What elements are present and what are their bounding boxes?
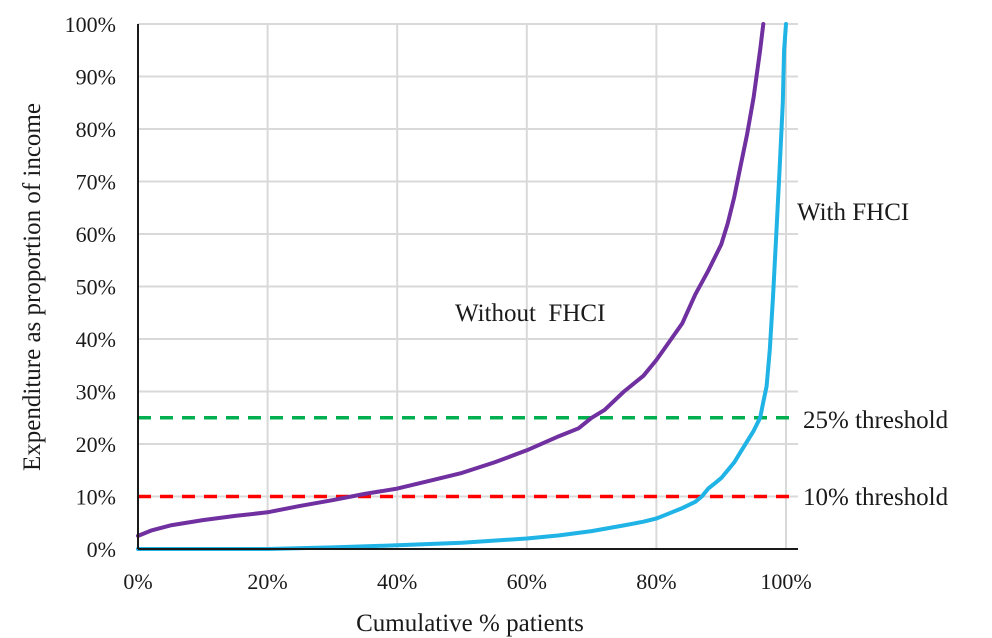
y-tick-label: 90%	[76, 65, 116, 90]
y-tick-label: 70%	[76, 170, 116, 195]
x-tick-label: 0%	[123, 569, 152, 594]
series-line-with-fhci	[136, 22, 788, 551]
y-tick-label: 100%	[65, 12, 116, 37]
x-axis-title: Cumulative % patients	[356, 610, 584, 637]
threshold-lines	[138, 416, 798, 499]
y-tick-labels: 0% 10% 20% 30% 40% 50% 60% 70% 80% 90% 100%	[65, 12, 116, 562]
y-tick-label: 60%	[76, 222, 116, 247]
x-tick-label: 40%	[377, 569, 417, 594]
threshold-label-25: 25% threshold	[803, 407, 949, 434]
x-tick-labels: 0% 20% 40% 60% 80% 100%	[123, 569, 811, 594]
x-tick-label: 100%	[760, 569, 811, 594]
annotation-without-fhci: Without FHCI	[455, 300, 605, 327]
y-tick-label: 20%	[76, 432, 116, 457]
grid	[138, 23, 798, 549]
annotation-with-fhci: With FHCI	[797, 199, 909, 226]
series-line-without-fhci	[136, 22, 766, 538]
x-tick-label: 80%	[636, 569, 676, 594]
y-tick-label: 0%	[87, 537, 116, 562]
y-tick-label: 40%	[76, 327, 116, 352]
series-lines	[136, 22, 788, 551]
threshold-label-10: 10% threshold	[803, 484, 949, 511]
y-tick-label: 50%	[76, 275, 116, 300]
y-axis-title: Expenditure as proportion of income	[19, 103, 46, 471]
axes	[137, 24, 798, 550]
x-tick-label: 20%	[247, 569, 287, 594]
y-tick-label: 80%	[76, 117, 116, 142]
y-tick-label: 30%	[76, 380, 116, 405]
x-tick-label: 60%	[507, 569, 547, 594]
y-tick-label: 10%	[76, 485, 116, 510]
